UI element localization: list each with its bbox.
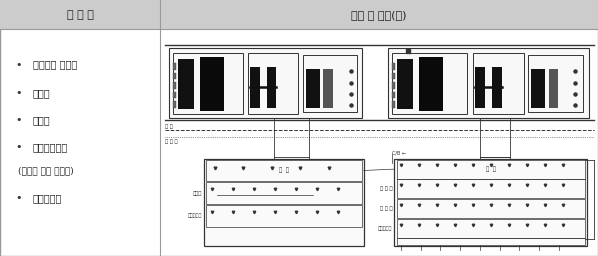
Text: C/B ←: C/B ← xyxy=(392,151,406,155)
Bar xyxy=(206,182,362,204)
Bar xyxy=(206,160,362,181)
Text: •: • xyxy=(15,193,22,203)
Bar xyxy=(392,82,395,89)
Text: 수신기: 수신기 xyxy=(33,115,50,125)
Bar xyxy=(250,67,260,108)
Text: •: • xyxy=(15,142,22,152)
Bar xyxy=(392,92,395,98)
Bar xyxy=(200,57,224,111)
Bar xyxy=(173,63,176,70)
Bar xyxy=(531,69,545,108)
Bar xyxy=(392,101,395,108)
Bar xyxy=(173,53,243,114)
Text: 수신기: 수신기 xyxy=(193,191,202,196)
Bar xyxy=(396,238,585,245)
Bar xyxy=(396,179,585,198)
Bar xyxy=(169,48,362,118)
Text: 수 신 기: 수 신 기 xyxy=(380,206,392,211)
Text: 자동전압 안정기: 자동전압 안정기 xyxy=(33,60,77,70)
Bar xyxy=(303,56,357,112)
Bar xyxy=(173,92,176,98)
Text: •: • xyxy=(15,60,22,70)
Text: 임피던스본드: 임피던스본드 xyxy=(33,142,68,152)
Bar xyxy=(267,67,276,108)
Text: •: • xyxy=(15,88,22,98)
Bar xyxy=(419,57,443,111)
Bar xyxy=(0,0,160,29)
Bar xyxy=(492,67,502,108)
Text: 변 압: 변 압 xyxy=(164,124,172,129)
Bar xyxy=(548,69,558,108)
Bar xyxy=(173,101,176,108)
Text: 궤도계전기: 궤도계전기 xyxy=(378,226,392,231)
Bar xyxy=(160,0,598,29)
Bar xyxy=(173,82,176,89)
Text: 구성 및 설치(예): 구성 및 설치(예) xyxy=(352,10,407,20)
Text: 송 신 기: 송 신 기 xyxy=(380,186,392,191)
Bar xyxy=(475,67,485,108)
Bar xyxy=(392,53,466,114)
Text: 송신기: 송신기 xyxy=(33,88,50,98)
Bar xyxy=(178,59,194,109)
Bar xyxy=(323,69,332,108)
Bar xyxy=(395,158,587,246)
Bar xyxy=(173,73,176,79)
Text: •: • xyxy=(15,115,22,125)
Bar xyxy=(306,69,319,108)
Bar xyxy=(388,48,589,118)
Text: 궤도계전기: 궤도계전기 xyxy=(33,193,62,203)
Bar xyxy=(396,199,585,218)
Text: 설  비: 설 비 xyxy=(486,166,496,172)
Bar xyxy=(248,53,298,114)
Bar xyxy=(206,205,362,227)
Text: (송신기 또는 수신기): (송신기 또는 수신기) xyxy=(18,167,74,176)
Text: 구 성 품: 구 성 품 xyxy=(67,10,93,20)
Text: 설  비: 설 비 xyxy=(279,168,289,173)
Bar xyxy=(392,73,395,79)
Bar xyxy=(473,53,524,114)
Bar xyxy=(392,63,395,70)
Bar xyxy=(396,59,413,109)
Bar xyxy=(204,158,364,246)
Text: 기 계 실: 기 계 실 xyxy=(164,139,177,144)
Text: 궤도계전기: 궤도계전기 xyxy=(188,213,202,218)
Bar xyxy=(396,219,585,238)
Bar xyxy=(396,160,585,178)
Bar xyxy=(528,56,582,112)
